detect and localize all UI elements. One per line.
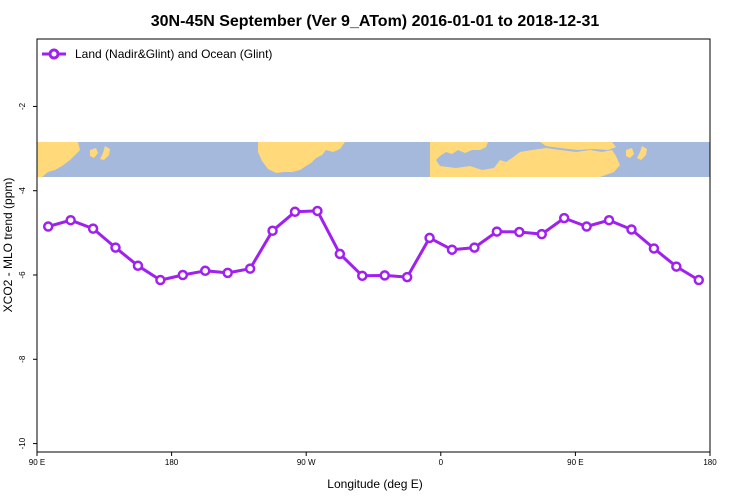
map-land-north-america xyxy=(258,142,345,173)
y-tick-label: -6 xyxy=(18,271,27,279)
data-point xyxy=(558,212,570,224)
data-point xyxy=(177,269,189,281)
data-point xyxy=(155,274,166,286)
data-point xyxy=(132,260,144,271)
legend-marker xyxy=(48,48,60,60)
data-point xyxy=(536,228,547,240)
data-point xyxy=(200,265,211,277)
legend: Land (Nadir&Glint) and Ocean (Glint) xyxy=(42,47,272,61)
y-tick-label: -8 xyxy=(18,355,27,363)
map-land-asia-east xyxy=(540,142,616,150)
y-tick-label: -4 xyxy=(18,187,27,195)
x-tick-label: 180 xyxy=(165,458,179,467)
y-axis-label: XCO2 - MLO trend (ppm) xyxy=(1,178,15,313)
data-point xyxy=(312,205,323,217)
map-land-korea-right xyxy=(626,148,634,158)
world-map-strip xyxy=(37,142,710,177)
map-land-asia-west xyxy=(37,142,80,177)
data-point xyxy=(42,221,54,232)
y-axis: -2 -4 -6 -8 -10 xyxy=(18,102,37,449)
data-point xyxy=(267,225,278,236)
data-point xyxy=(357,270,368,282)
data-point xyxy=(581,221,592,232)
data-point xyxy=(87,223,99,234)
y-tick-label: -2 xyxy=(18,102,27,110)
data-point xyxy=(514,226,525,238)
data-point xyxy=(648,243,660,254)
data-point xyxy=(603,214,615,226)
chart-title: 30N-45N September (Ver 9_ATom) 2016-01-0… xyxy=(151,13,600,30)
x-tick-label: 90 E xyxy=(29,458,45,467)
data-point xyxy=(379,270,390,281)
data-point xyxy=(289,206,301,218)
series-line xyxy=(47,209,700,282)
x-axis: 90 E 180 90 W 0 90 E 180 xyxy=(29,452,717,467)
map-land-korea xyxy=(90,148,98,158)
data-point xyxy=(671,261,682,272)
series-layer xyxy=(42,205,705,286)
x-tick-label: 0 xyxy=(439,458,444,467)
data-point xyxy=(401,271,413,283)
x-axis-label: Longitude (deg E) xyxy=(327,477,422,491)
map-land-japan xyxy=(100,146,110,160)
plot-frame xyxy=(36,38,711,453)
data-point xyxy=(334,248,346,260)
data-point xyxy=(626,224,637,235)
data-point xyxy=(65,214,76,226)
y-tick-label: -10 xyxy=(18,437,27,449)
data-point xyxy=(446,244,458,255)
x-tick-label: 180 xyxy=(703,458,717,467)
x-tick-label: 90 E xyxy=(567,458,583,467)
data-point xyxy=(222,267,233,279)
data-point xyxy=(693,274,705,286)
map-land-europe-africa xyxy=(430,142,620,177)
data-point xyxy=(110,242,121,253)
data-point xyxy=(469,242,480,253)
data-point xyxy=(244,263,256,274)
data-point xyxy=(491,226,503,237)
x-tick-label: 90 W xyxy=(297,458,316,467)
legend-label: Land (Nadir&Glint) and Ocean (Glint) xyxy=(75,47,272,61)
data-point xyxy=(424,232,435,244)
map-land-japan-right xyxy=(637,146,647,160)
